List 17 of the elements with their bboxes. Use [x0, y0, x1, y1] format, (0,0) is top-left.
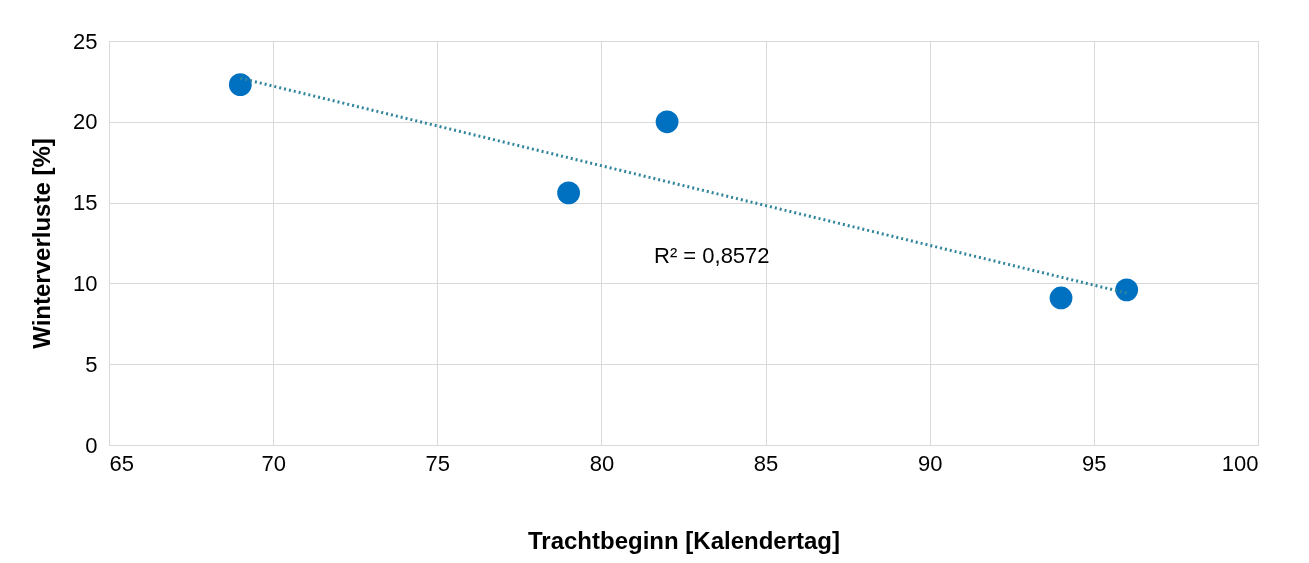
x-tick-label: 70: [261, 450, 286, 476]
y-tick-label: 25: [73, 28, 98, 54]
y-tick-label: 10: [73, 270, 98, 296]
x-tick-label: 100: [1221, 450, 1259, 476]
x-tick-label: 75: [425, 450, 451, 476]
x-tick-label: 95: [1082, 450, 1107, 476]
x-axis-title: Trachtbeginn [Kalendertag]: [527, 526, 841, 554]
y-axis-title: Winterverluste [%]: [28, 138, 56, 349]
x-tick-label: 65: [109, 450, 134, 476]
annotation: R² = 0,8572: [654, 243, 770, 268]
y-tick-label: 20: [73, 109, 98, 135]
y-tick-label: 0: [85, 432, 98, 458]
y-tick-label: 5: [85, 351, 98, 377]
x-tick-label: 90: [917, 450, 943, 476]
x-tick-label: 80: [589, 450, 615, 476]
y-tick-label: 15: [73, 190, 98, 216]
x-tick-label: 85: [753, 450, 779, 476]
